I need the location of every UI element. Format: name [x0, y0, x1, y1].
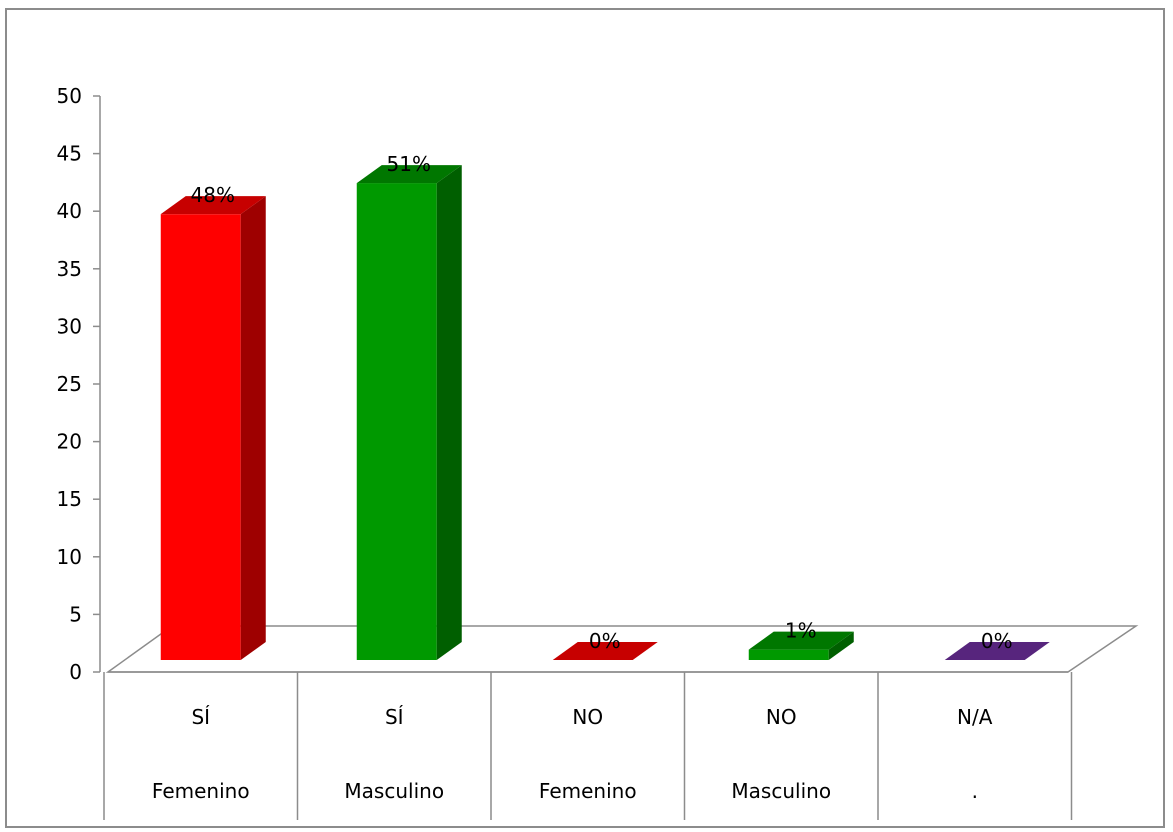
- y-tick-label: 50: [57, 84, 82, 108]
- y-tick-label: 40: [57, 199, 82, 223]
- data-label: 0%: [981, 629, 1013, 653]
- y-tick-label: 15: [57, 487, 82, 511]
- x-axis-table: SÍ Femenino SÍ Masculino NO Femenino NO Masculi…: [103, 671, 1073, 820]
- x-category-label-level1: NO: [572, 705, 603, 729]
- y-tick-label: 45: [57, 142, 82, 166]
- x-category-label-level1: NO: [766, 705, 797, 729]
- x-category-label-level1: SÍ: [385, 705, 404, 729]
- bar-top: [356, 165, 462, 184]
- y-tick-label: 20: [57, 430, 82, 454]
- bar-side: [828, 631, 854, 660]
- x-category-label-level1: SÍ: [191, 705, 210, 729]
- bar-front: [160, 214, 241, 660]
- y-tick-label: 25: [57, 372, 82, 396]
- x-category-label-level2: .: [972, 779, 978, 803]
- y-axis: 0 5 10 15 20 25 30 35 40 45 50: [57, 84, 101, 684]
- data-label: 0%: [589, 629, 621, 653]
- x-category-label-level2: Masculino: [344, 779, 444, 803]
- bar-0: [160, 196, 266, 660]
- y-tick-label: 10: [57, 545, 82, 569]
- data-labels: 48% 51% 0% 1% 0%: [191, 152, 1013, 653]
- bar-top: [944, 642, 1050, 660]
- bar-1: [356, 165, 462, 660]
- data-label: 51%: [387, 152, 431, 176]
- bar-top: [748, 631, 854, 650]
- bar-side: [240, 196, 266, 660]
- y-tick-label: 5: [69, 602, 82, 626]
- x-category-label-level1: N/A: [957, 705, 993, 729]
- data-label: 1%: [785, 619, 817, 643]
- bar-side: [436, 165, 462, 660]
- bar-front: [356, 183, 437, 660]
- x-category-label-level2: Femenino: [152, 779, 250, 803]
- bar-top: [160, 196, 266, 215]
- x-category-label-level2: Masculino: [731, 779, 831, 803]
- bars: [160, 165, 1050, 660]
- data-label: 48%: [191, 183, 235, 207]
- bar-2: [552, 642, 658, 660]
- y-tick-label: 30: [57, 314, 82, 338]
- y-tick-label: 0: [69, 660, 82, 684]
- bar-4: [944, 642, 1050, 660]
- x-category-label-level2: Femenino: [539, 779, 637, 803]
- bar-3: [748, 631, 854, 660]
- bar-front: [748, 649, 829, 660]
- y-tick-label: 35: [57, 257, 82, 281]
- bar-top: [552, 642, 658, 660]
